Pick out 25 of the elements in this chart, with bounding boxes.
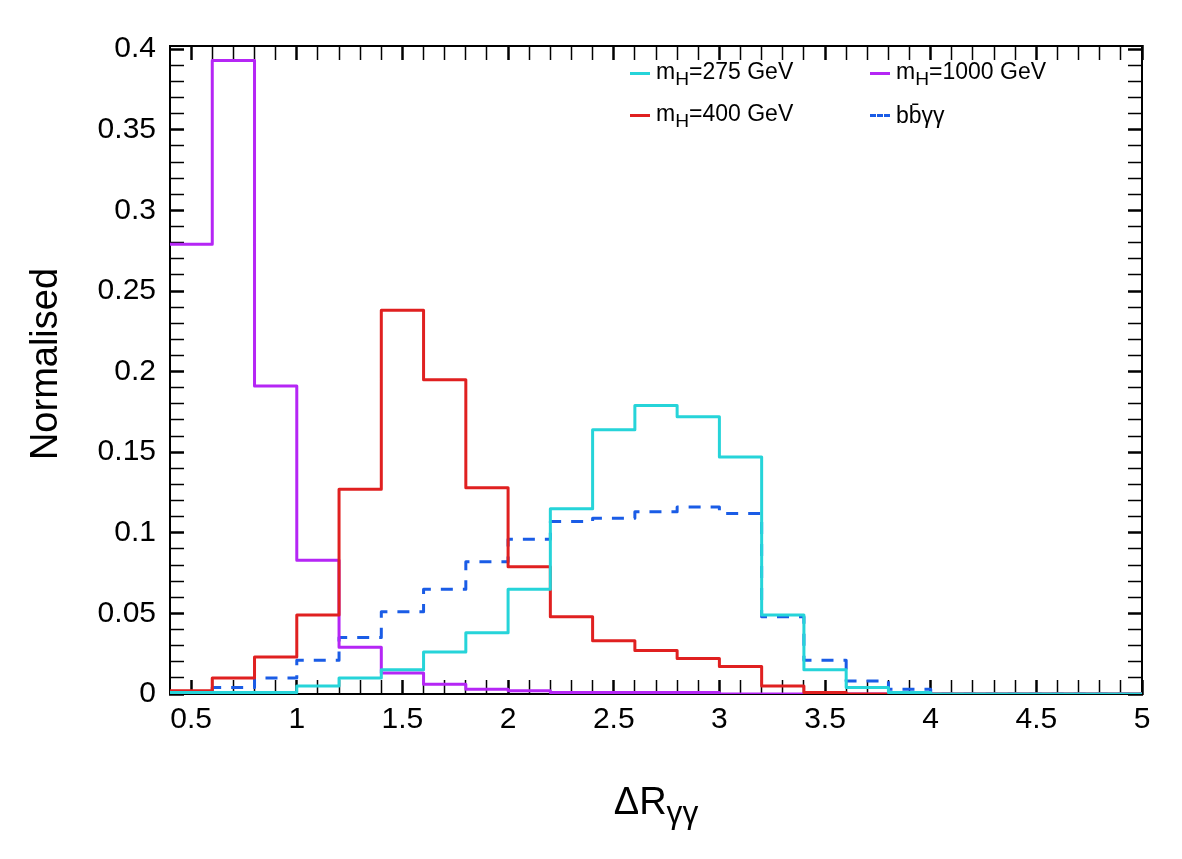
legend-label: m$_{H}$=1000 GeV <box>896 58 1047 90</box>
y-tick-label: 0 <box>139 675 156 709</box>
y-tick-label: 0.25 <box>97 272 156 306</box>
y-tick-label: 0.15 <box>97 433 156 467</box>
x-tick-label: 0.5 <box>170 701 212 735</box>
y-tick-label: 0.35 <box>97 111 156 145</box>
y-axis-title: Normalised <box>22 267 66 461</box>
x-tick-label: 1.5 <box>381 701 424 735</box>
legend-label: bb̄γγ <box>896 101 945 129</box>
y-tick-label: 0.4 <box>114 30 156 64</box>
x-tick-label: 4.5 <box>1015 701 1058 735</box>
y-tick-label: 0.1 <box>114 514 156 548</box>
y-tick-label: 0.05 <box>97 594 156 628</box>
legend-label: m$_{H}$=400 GeV <box>656 99 794 132</box>
x-tick-label: 4 <box>922 701 940 735</box>
x-tick-label: 3 <box>711 701 728 735</box>
x-tick-label: 1 <box>288 701 306 735</box>
x-tick-label: 2 <box>499 701 517 735</box>
y-tick-label: 0.3 <box>114 191 156 225</box>
x-axis-title: ΔR$_{γγ}$ <box>612 780 700 831</box>
x-tick-label: 2.5 <box>592 701 635 735</box>
x-tick-label: 5 <box>1133 701 1151 735</box>
x-tick-label: 3.5 <box>804 701 846 735</box>
y-tick-label: 0.2 <box>114 352 156 386</box>
legend-label: m$_{H}$=275 GeV <box>656 58 794 90</box>
